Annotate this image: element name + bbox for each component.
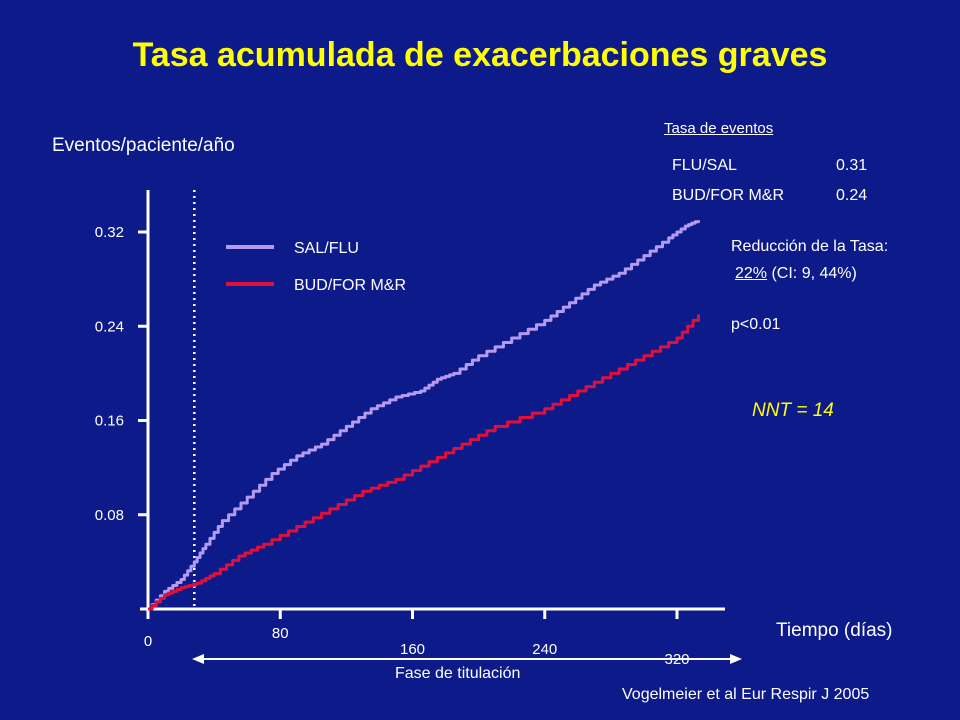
event-rate-value: 0.31: [836, 157, 868, 174]
x-tick-label: 160: [400, 641, 425, 658]
rate-reduction-percent: 22%: [735, 265, 768, 282]
y-tick-label: 0.08: [95, 507, 124, 524]
event-rate-value: 0.24: [836, 187, 868, 204]
x-tick-label: 240: [532, 641, 557, 658]
series-line-sal-flu: [148, 220, 700, 611]
rate-reduction-label: Reducción de la Tasa:: [731, 238, 889, 255]
event-rate-label: BUD/FOR M&R: [672, 187, 784, 204]
titration-phase-label: Fase de titulación: [395, 665, 521, 682]
legend-label: BUD/FOR M&R: [294, 277, 406, 294]
titration-arrow-head-left: [192, 654, 204, 664]
y-axis-label: Eventos/paciente/año: [52, 135, 235, 156]
series-line-bud-for: [148, 314, 700, 611]
legend-label: SAL/FLU: [294, 240, 359, 257]
y-tick-label: 0.32: [95, 224, 124, 241]
x-tick-label: 80: [272, 625, 289, 642]
x-axis-label: Tiempo (días): [776, 620, 893, 641]
chart-title: Tasa acumulada de exacerbaciones graves: [132, 36, 828, 74]
nnt-annotation: NNT = 14: [752, 400, 834, 421]
rate-reduction-ci: (CI: 9, 44%): [767, 265, 857, 282]
y-tick-label: 0.24: [95, 318, 124, 335]
event-rate-row: FLU/SAL 0.31: [672, 157, 867, 175]
p-value: p<0.01: [731, 316, 781, 333]
citation: Vogelmeier et al Eur Respir J 2005: [622, 686, 870, 703]
rate-reduction-value: 22% (CI: 9, 44%): [735, 265, 857, 283]
y-tick-label: 0.16: [95, 413, 124, 430]
titration-arrow-head-right: [730, 654, 742, 664]
event-rate-label: FLU/SAL: [672, 157, 737, 174]
event-rate-row: BUD/FOR M&R 0.24: [672, 187, 867, 205]
x-tick-label: 0: [144, 633, 152, 650]
event-rate-heading: Tasa de eventos: [664, 120, 774, 137]
